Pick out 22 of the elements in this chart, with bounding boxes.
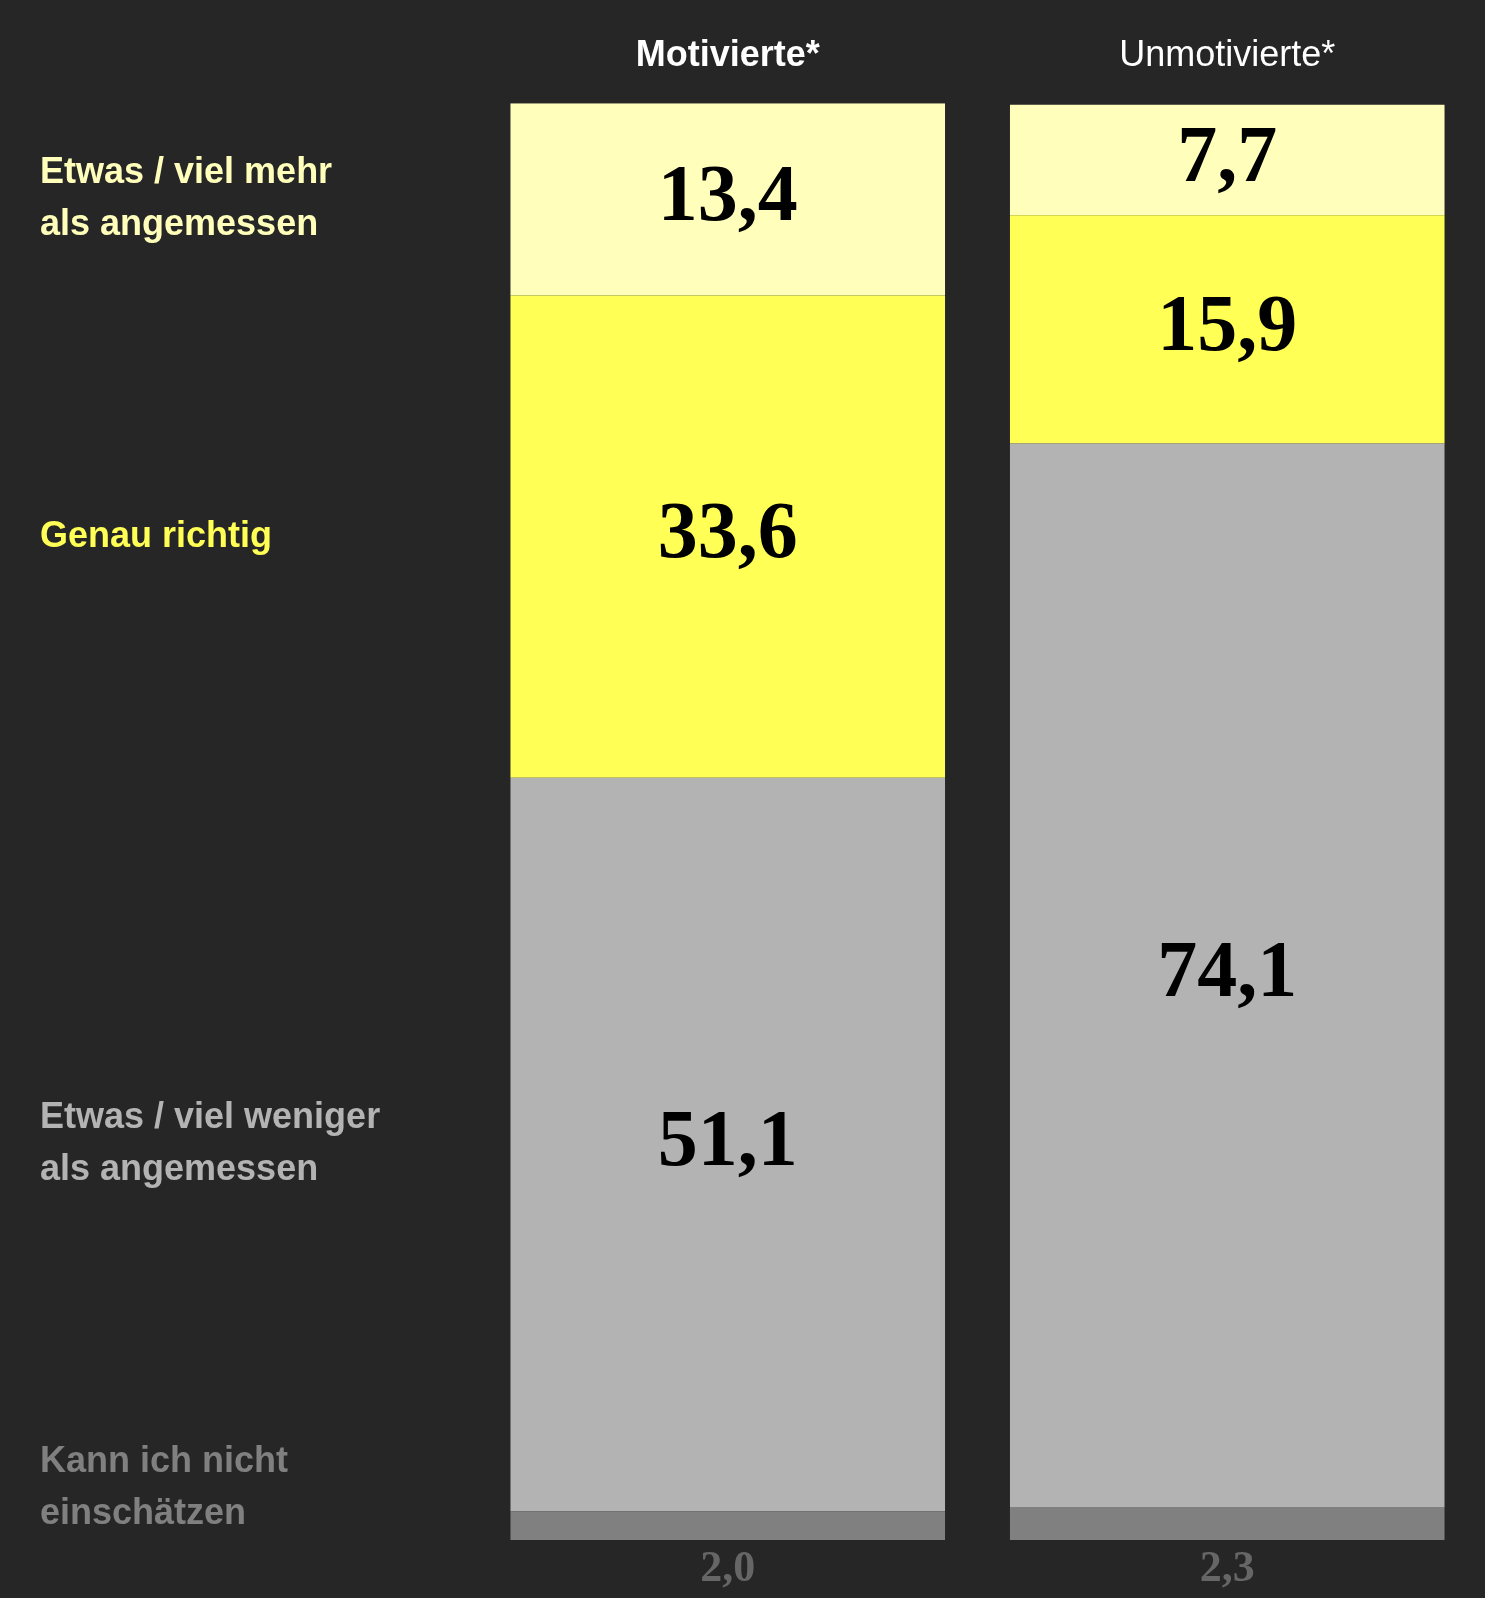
data-label: 51,1	[657, 1094, 798, 1183]
data-label: 13,4	[657, 149, 798, 238]
x-tick-label: Unmotivierte*	[1119, 32, 1336, 74]
x-tick-label: Motivierte*	[635, 32, 820, 74]
data-label: 7,7	[1177, 109, 1278, 198]
data-label: 2,0	[700, 1542, 756, 1592]
bar	[510, 295, 946, 778]
text: Genau richtig	[40, 513, 273, 555]
data-label: 74,1	[1157, 924, 1298, 1013]
bar	[510, 777, 946, 1512]
text: Etwas / viel weniger als angemessen	[40, 1095, 381, 1189]
bar	[510, 103, 946, 296]
data-label: 33,6	[657, 486, 798, 575]
bar	[1009, 104, 1445, 216]
bar	[1009, 215, 1445, 444]
bar	[1009, 1506, 1445, 1540]
text: Etwas / viel mehr als angemessen	[40, 150, 333, 244]
data-label: 15,9	[1157, 278, 1298, 367]
bar	[510, 1511, 946, 1540]
bar	[1009, 443, 1445, 1507]
data-label: 2,3	[1199, 1542, 1255, 1592]
text: Kann ich nicht einschätzen	[40, 1438, 289, 1532]
